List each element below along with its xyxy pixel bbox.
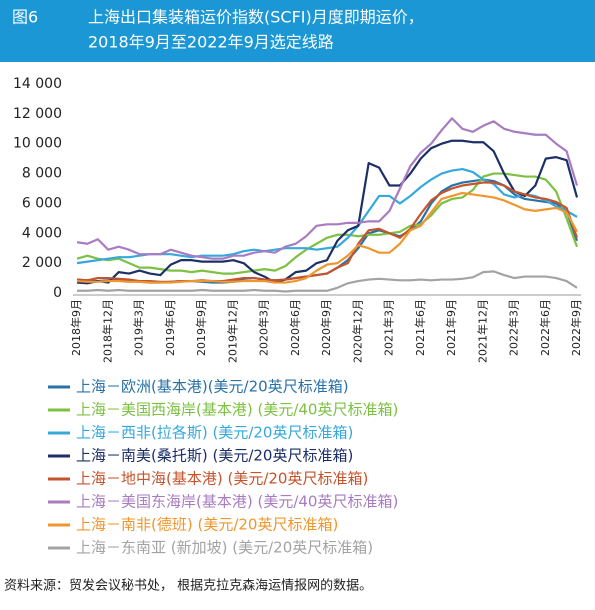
series-line (76, 172, 579, 275)
series-line (76, 139, 579, 285)
x-tick-label: 2021年12月 (475, 299, 489, 363)
legend-label: 上海－南美(桑托斯) (美元/20英尺标准箱) (76, 447, 353, 465)
x-tick-label: 2022年3月 (507, 299, 521, 356)
figure-label: 图6 (12, 8, 38, 27)
series-line (76, 191, 578, 284)
x-tick-label: 2020年12月 (350, 299, 364, 363)
x-tick-label: 2021年9月 (444, 299, 458, 356)
title-line: 上海出口集装箱运价指数(SCFI)月度即期运价， (88, 8, 424, 27)
x-tick-label: 2019年3月 (132, 299, 146, 356)
x-tick-label: 2019年9月 (194, 299, 208, 356)
legend-label: 上海－南非(德班) (美元/20英尺标准箱) (76, 516, 338, 534)
x-tick-label: 2021年3月 (382, 299, 396, 356)
legend-label: 上海－地中海(基本港) (美元/20英尺标准箱) (76, 470, 368, 488)
x-tick-label: 2018年9月 (69, 299, 83, 356)
y-tick-label: 14 000 (13, 76, 62, 92)
legend-label: 上海－东南亚 (新加坡) (美元/20英尺标准箱) (76, 539, 373, 557)
title-line: 2018年9月至2022年9月选定线路 (88, 33, 334, 52)
source-note: 资料来源：贸发会议秘书处， 根据克拉克森海运情报网的数据。 (4, 578, 372, 594)
y-tick-label: 8 000 (22, 166, 62, 182)
x-tick-label: 2020年9月 (319, 299, 333, 356)
y-tick-label: 0 (53, 285, 62, 301)
y-tick-label: 10 000 (13, 136, 62, 152)
x-tick-label: 2018年12月 (100, 299, 114, 363)
x-tick-label: 2020年6月 (288, 299, 302, 356)
legend-label: 上海－美国东海岸(基本港) (美元/40英尺标准箱) (76, 493, 398, 511)
series-line (76, 117, 579, 260)
y-tick-label: 6 000 (22, 195, 62, 211)
x-tick-label: 2019年6月 (163, 299, 177, 356)
x-tick-label: 2022年9月 (569, 299, 583, 356)
series-line (77, 270, 578, 293)
header-banner (0, 0, 595, 62)
x-tick-label: 2019年12月 (225, 299, 239, 363)
y-tick-label: 12 000 (13, 106, 62, 122)
x-tick-label: 2020年3月 (257, 299, 271, 356)
x-tick-label: 2021年6月 (413, 299, 427, 356)
legend-label: 上海－欧洲(基本港)(美元/20英尺标准箱) (76, 378, 349, 396)
legend-label: 上海－美国西海岸(基本港) (美元/40英尺标准箱) (76, 401, 398, 419)
x-tick-label: 2022年6月 (538, 299, 552, 356)
y-tick-label: 2 000 (22, 255, 62, 271)
y-tick-label: 4 000 (22, 225, 62, 241)
legend-label: 上海－西非(拉各斯) (美元/20英尺标准箱) (76, 424, 353, 442)
series-line (76, 167, 578, 265)
